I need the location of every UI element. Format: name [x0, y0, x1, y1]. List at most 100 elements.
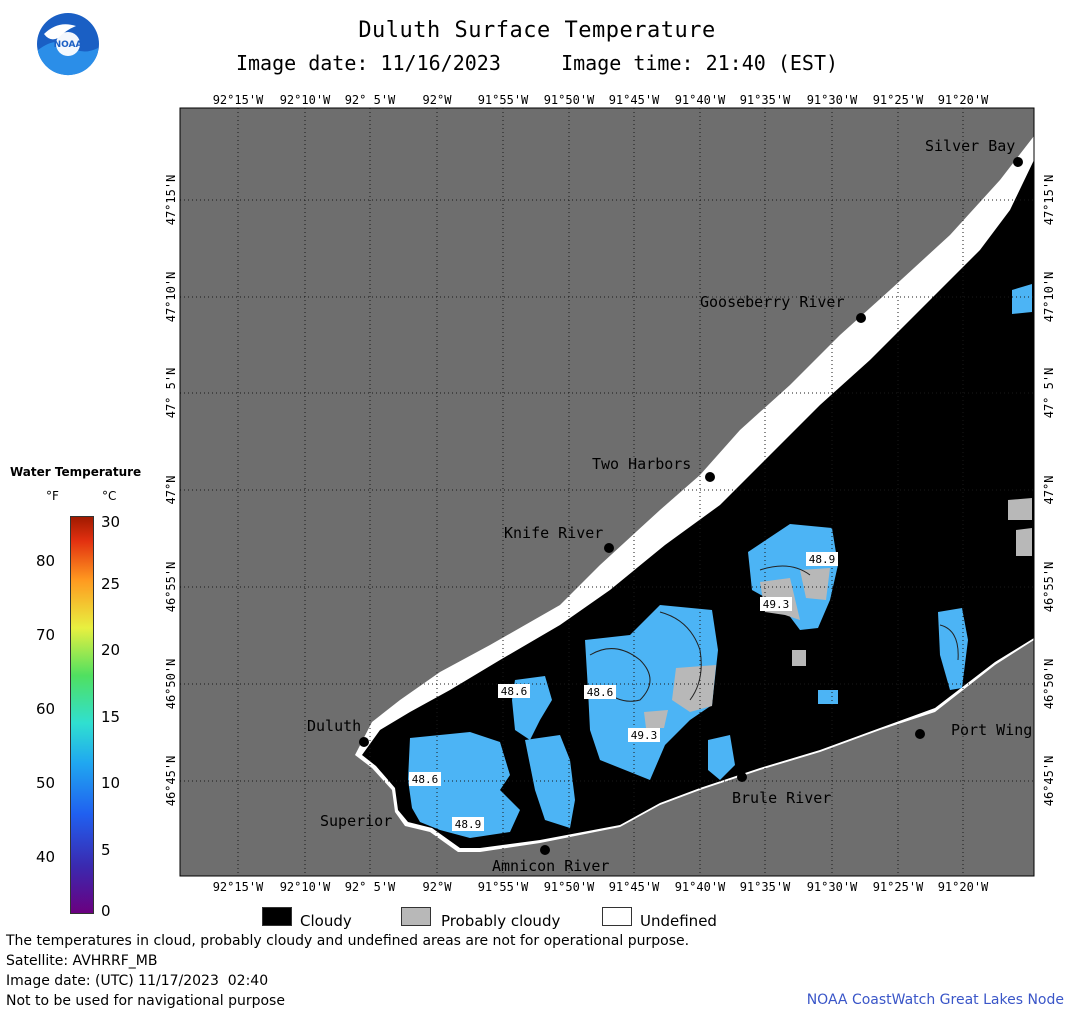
lat-label-left: 46°55'N — [164, 562, 178, 613]
credit-link[interactable]: NOAA CoastWatch Great Lakes Node — [806, 992, 1064, 1008]
place-label: Amnicon River — [492, 857, 609, 875]
lon-label-bottom: 92°W — [423, 880, 453, 894]
lon-label-bottom: 92°10'W — [280, 880, 331, 894]
place-label: Gooseberry River — [700, 293, 845, 311]
key-label-cloudy: Cloudy — [300, 912, 352, 930]
place-label: Superior — [320, 812, 392, 830]
lon-label-top: 91°50'W — [544, 93, 595, 107]
temp-label-box — [409, 772, 441, 786]
lat-label-right: 47° 5'N — [1042, 368, 1056, 419]
colorbar-f-tick: 40 — [36, 848, 56, 866]
footer-satellite: Satellite: AVHRRF_MB — [6, 953, 158, 969]
lon-label-top: 91°20'W — [938, 93, 989, 107]
lon-label-bottom: 91°55'W — [478, 880, 529, 894]
temp-label-box — [452, 817, 484, 831]
footer-navigation-note: Not to be used for navigational purpose — [6, 993, 285, 1009]
lon-label-bottom: 91°35'W — [740, 880, 791, 894]
lon-label-bottom: 91°30'W — [807, 880, 858, 894]
colorbar-f-tick: 80 — [36, 552, 56, 570]
place-label: Duluth — [307, 717, 361, 735]
place-marker — [705, 472, 715, 482]
lon-label-top: 92°W — [423, 93, 453, 107]
lat-label-right: 47°N — [1042, 476, 1056, 505]
lon-label-bottom: 91°40'W — [675, 880, 726, 894]
temp-label: 49.3 — [631, 729, 658, 742]
colorbar-c-tick: 15 — [101, 708, 121, 726]
logo-text: NOAA — [54, 40, 83, 50]
lat-label-right: 46°50'N — [1042, 659, 1056, 710]
key-label-undefined: Undefined — [640, 912, 717, 930]
lat-label-right: 47°10'N — [1042, 272, 1056, 323]
lon-label-top: 91°25'W — [873, 93, 924, 107]
colorbar-c-tick: 20 — [101, 641, 121, 659]
key-label-probably-cloudy: Probably cloudy — [441, 912, 561, 930]
place-marker — [1013, 157, 1023, 167]
temp-label: 49.3 — [763, 598, 790, 611]
place-marker — [915, 729, 925, 739]
temp-label-box — [584, 685, 616, 699]
lon-label-bottom: 92° 5'W — [345, 880, 396, 894]
place-marker — [856, 313, 866, 323]
key-swatch-probably-cloudy — [401, 907, 431, 926]
place-label: Two Harbors — [592, 455, 691, 473]
isotherm-contours — [589, 565, 959, 702]
map-frame — [179, 107, 1035, 877]
lon-label-bottom: 91°45'W — [609, 880, 660, 894]
lat-label-left: 46°45'N — [164, 756, 178, 807]
temp-label-box — [760, 597, 792, 611]
lon-label-top: 91°35'W — [740, 93, 791, 107]
place-label: Brule River — [732, 789, 831, 807]
lon-label-bottom: 91°50'W — [544, 880, 595, 894]
lon-label-bottom: 91°25'W — [873, 880, 924, 894]
noaa-logo: NOAA — [37, 13, 99, 76]
key-swatch-cloudy — [262, 907, 292, 926]
lat-label-left: 46°50'N — [164, 659, 178, 710]
lon-label-top: 91°45'W — [609, 93, 660, 107]
place-marker — [540, 845, 550, 855]
key-swatch-undefined — [602, 907, 632, 926]
place-label: Port Wing — [951, 721, 1032, 739]
temp-label-box — [628, 728, 660, 742]
lon-label-top: 91°55'W — [478, 93, 529, 107]
lat-label-left: 47°10'N — [164, 272, 178, 323]
colorbar-f-tick: 60 — [36, 700, 56, 718]
lon-label-top: 91°40'W — [675, 93, 726, 107]
place-label: Silver Bay — [925, 137, 1015, 155]
lon-label-bottom: 91°20'W — [938, 880, 989, 894]
temp-label: 48.6 — [501, 685, 528, 698]
temperature-colorbar — [70, 516, 94, 914]
lat-label-right: 46°55'N — [1042, 562, 1056, 613]
place-marker — [737, 772, 747, 782]
lon-label-top: 92°10'W — [280, 93, 331, 107]
footer-image-date: Image date: (UTC) 11/17/2023 02:40 — [6, 973, 269, 989]
colorbar-c-tick: 10 — [101, 774, 121, 792]
lat-label-left: 47°N — [164, 476, 178, 505]
map-title: Duluth Surface Temperature — [358, 18, 716, 43]
legend-title: Water Temperature — [10, 465, 142, 479]
temp-label: 48.9 — [809, 553, 836, 566]
lon-label-top: 92°15'W — [213, 93, 264, 107]
colorbar-f-tick: 50 — [36, 774, 56, 792]
lon-label-top: 92° 5'W — [345, 93, 396, 107]
colorbar-c-tick: 5 — [101, 841, 111, 859]
lon-label-top: 91°30'W — [807, 93, 858, 107]
map-subtitle: Image date: 11/16/2023 Image time: 21:40… — [235, 51, 839, 75]
place-label: Knife River — [504, 524, 603, 542]
colorbar-c-tick: 25 — [101, 575, 121, 593]
temp-label-box — [806, 552, 838, 566]
colorbar-c-tick: 30 — [101, 513, 121, 531]
place-marker — [604, 543, 614, 553]
lat-label-right: 46°45'N — [1042, 756, 1056, 807]
colorbar-f-tick: 70 — [36, 626, 56, 644]
graticule — [180, 108, 1034, 876]
place-marker — [359, 737, 369, 747]
temp-label: 48.6 — [412, 773, 439, 786]
legend-unit-celsius: °C — [102, 489, 117, 503]
lon-label-bottom: 92°15'W — [213, 880, 264, 894]
temp-label-box — [498, 684, 530, 698]
lat-label-right: 47°15'N — [1042, 175, 1056, 226]
legend-unit-fahrenheit: °F — [46, 489, 59, 503]
lake-cloudy — [362, 160, 1034, 848]
temp-label: 48.9 — [455, 818, 482, 831]
